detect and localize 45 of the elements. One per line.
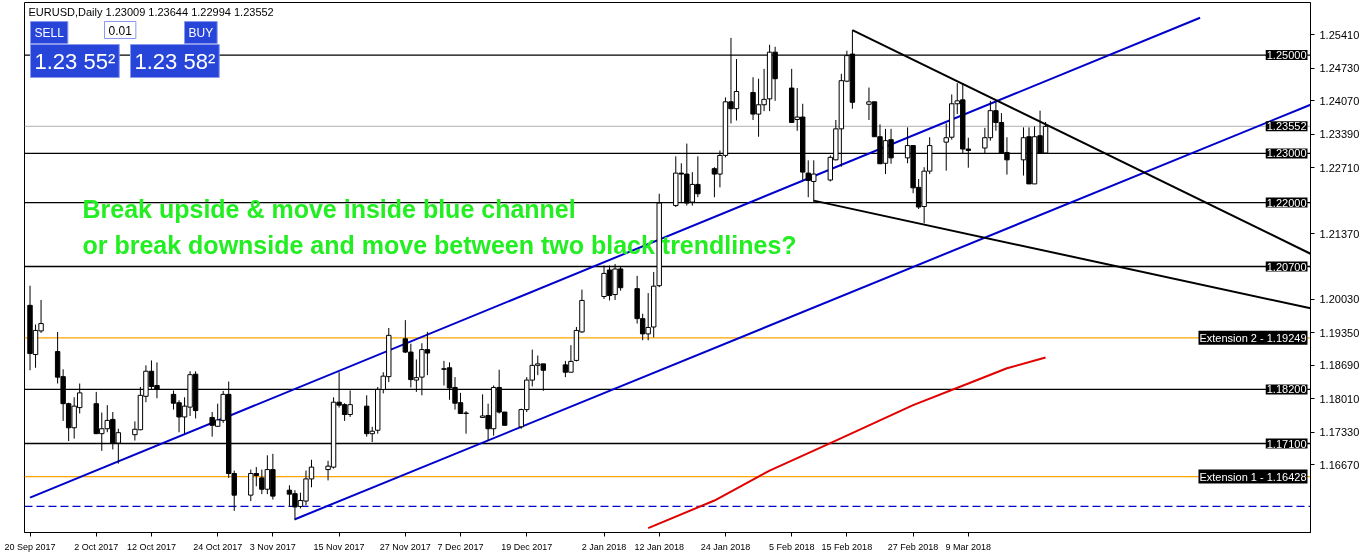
x-tick-label: 7 Dec 2017: [437, 541, 484, 552]
x-tick-label: 9 Mar 2018: [945, 541, 992, 552]
chart-title: EURUSD,Daily 1.23009 1.23644 1.22994 1.23552: [28, 5, 274, 18]
x-tick-label: 2 Oct 2017: [74, 541, 119, 552]
y-tick-label: 1.24730: [1319, 62, 1360, 75]
annotation: 1.23 58²: [134, 48, 216, 74]
y-tick-label: 1.24070: [1319, 94, 1360, 107]
ref-line-label: Extension 1 - 1.16428: [1199, 470, 1307, 483]
ref-line-label: 1.17100: [1266, 437, 1307, 450]
ref-line-label: 1.25000: [1266, 49, 1307, 62]
annotation: Break upside & move inside blue channel: [82, 194, 576, 223]
annotation: 1.23 55²: [34, 48, 116, 74]
y-tick-label: 1.17330: [1319, 426, 1360, 439]
y-tick-label: 1.19350: [1319, 326, 1360, 339]
ref-line-label: 1.20700: [1266, 260, 1307, 273]
x-tick-label: 24 Oct 2017: [193, 541, 243, 552]
x-tick-label: 27 Feb 2018: [887, 541, 939, 552]
annotation: BUY: [188, 25, 214, 40]
y-tick-label: 1.23390: [1319, 128, 1360, 141]
y-tick-label: 1.16670: [1319, 458, 1360, 471]
ref-line-label: 1.23000: [1266, 147, 1307, 160]
x-tick-label: 19 Dec 2017: [501, 541, 553, 552]
x-tick-label: 12 Oct 2017: [126, 541, 176, 552]
y-tick-label: 1.18010: [1319, 392, 1360, 405]
y-tick-label: 1.22710: [1319, 161, 1360, 174]
x-tick-label: 5 Feb 2018: [768, 541, 815, 552]
x-tick-label: 15 Feb 2018: [821, 541, 873, 552]
y-tick-label: 1.21370: [1319, 227, 1360, 240]
x-tick-label: 27 Nov 2017: [379, 541, 431, 552]
ref-line-label: 1.18200: [1266, 383, 1307, 396]
x-tick-label: 15 Nov 2017: [313, 541, 365, 552]
ref-line-label: Extension 2 - 1.19249: [1199, 331, 1307, 344]
x-tick-label: 20 Sep 2017: [4, 541, 56, 552]
x-tick-label: 24 Jan 2018: [700, 541, 751, 552]
x-tick-label: 2 Jan 2018: [581, 541, 627, 552]
ref-line-label: 1.22000: [1266, 196, 1307, 209]
x-tick-label: 12 Jan 2018: [634, 541, 684, 552]
line-series: [647, 356, 1047, 530]
annotation: 0.01: [108, 23, 133, 38]
ref-line-label: 1.23552: [1266, 120, 1307, 133]
annotation: SELL: [34, 25, 65, 40]
y-tick-label: 1.18690: [1319, 359, 1360, 372]
x-tick-label: 3 Nov 2017: [249, 541, 296, 552]
y-tick-label: 1.20030: [1319, 293, 1360, 306]
y-tick-label: 1.25410: [1319, 28, 1360, 41]
